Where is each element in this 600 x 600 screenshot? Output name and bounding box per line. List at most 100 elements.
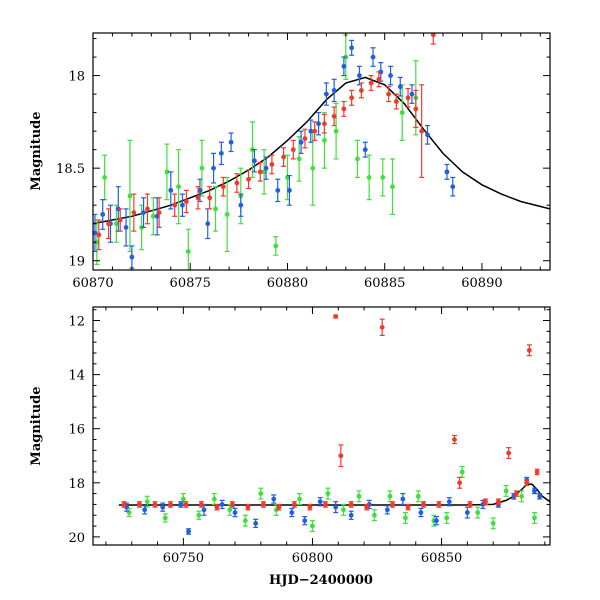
top-series-1-point-27 <box>393 93 399 110</box>
bottom-series-2-point-0 <box>126 507 132 518</box>
top-series-0-point-9 <box>179 193 185 217</box>
bottom-series-1-point-20 <box>405 503 411 511</box>
bottom-panel: 60750 60800 60850 12 14 16 18 20 Magnitude HJD−… <box>29 306 551 588</box>
bottom-series-0-point-10 <box>289 507 295 518</box>
top-panel-tick-labels: 60870 60875 60880 60885 60890 18 18.5 19 <box>56 70 503 291</box>
bottom-series-1-point-26 <box>482 498 488 506</box>
bottom-x-tick-label: 60800 <box>292 551 333 566</box>
bottom-series-2-point-4 <box>196 510 202 520</box>
bottom-panel-frame <box>92 306 551 546</box>
top-series-0-point-19 <box>286 174 292 206</box>
bottom-series-2-point-25 <box>519 490 525 503</box>
bottom-series-1-point-24 <box>457 476 463 489</box>
top-y-tick-label: 18.5 <box>56 162 85 177</box>
bottom-series-1-point-16 <box>348 501 354 508</box>
top-series-2-point-7 <box>176 149 182 225</box>
bottom-series-1-point-2 <box>152 501 158 508</box>
top-series-0-point-23 <box>323 82 329 106</box>
top-y-tick-label: 18 <box>68 70 85 85</box>
top-series-0-point-35 <box>444 163 450 180</box>
bottom-series-2-point-11 <box>309 520 315 533</box>
bottom-series-2-point-22 <box>475 506 481 519</box>
bottom-series-0-point-7 <box>232 507 238 518</box>
top-series-2-point-18 <box>310 130 316 206</box>
top-x-tick-label: 60885 <box>364 276 405 291</box>
bottom-series-1-point-31 <box>526 344 532 357</box>
top-series-0-point-8 <box>168 171 174 210</box>
top-series-0-point-22 <box>316 112 322 136</box>
top-series-0-point-1 <box>100 199 106 230</box>
bottom-series-0-point-6 <box>219 499 225 510</box>
top-series-2-point-22 <box>354 139 360 179</box>
bottom-series-1-point-11 <box>291 501 297 508</box>
top-series-1-point-14 <box>269 154 275 175</box>
top-panel-data-marks <box>93 33 550 270</box>
top-series-2-point-9 <box>199 139 205 197</box>
top-series-0-point-34 <box>424 124 430 145</box>
bottom-y-tick-label: 16 <box>68 423 85 438</box>
bottom-series-2-point-2 <box>162 513 168 523</box>
top-x-tick-label: 60870 <box>72 276 113 291</box>
bottom-series-1-point-4 <box>183 501 189 508</box>
top-series-1-point-26 <box>386 86 392 103</box>
top-series-2-point-15 <box>273 236 279 256</box>
bottom-series-1-point-5 <box>198 501 204 508</box>
top-series-1-point-24 <box>368 74 374 91</box>
top-series-0-point-14 <box>228 132 234 153</box>
top-series-0-point-6 <box>141 197 147 229</box>
top-series-0-point-16 <box>251 149 257 173</box>
top-series-2-point-17 <box>296 136 302 182</box>
bottom-x-tick-label: 60750 <box>163 551 204 566</box>
bottom-series-0-point-3 <box>178 501 184 508</box>
top-series-2-point-1 <box>102 154 108 201</box>
bottom-series-0-point-9 <box>271 494 277 504</box>
top-model-curve <box>93 76 550 225</box>
top-series-0-point-31 <box>388 65 394 86</box>
top-series-0-point-13 <box>218 141 224 166</box>
top-series-0-point-26 <box>349 39 355 56</box>
top-series-0-point-27 <box>356 65 362 86</box>
bottom-panel-ylabel: Magnitude <box>29 386 44 465</box>
top-series-0-point-33 <box>409 84 415 104</box>
bottom-series-2-point-15 <box>371 509 377 522</box>
bottom-series-0-point-14 <box>348 510 354 520</box>
top-series-0-point-20 <box>298 130 304 154</box>
top-series-1-point-29 <box>413 89 419 129</box>
top-series-2-point-24 <box>380 158 386 197</box>
bottom-series-1-point-15 <box>338 444 344 468</box>
top-series-2-point-11 <box>224 176 230 253</box>
top-series-1-point-22 <box>349 89 355 106</box>
bottom-series-0-point-11 <box>302 516 308 526</box>
bottom-series-1-point-6 <box>214 503 220 511</box>
bottom-series-1-point-12 <box>307 503 313 511</box>
bottom-series-0-point-8 <box>253 518 259 529</box>
top-series-0-point-24 <box>331 78 337 103</box>
bottom-series-0-point-26 <box>532 487 538 495</box>
top-series-1-point-28 <box>405 87 411 108</box>
top-series-2-point-2 <box>113 204 119 243</box>
bottom-series-2-point-23 <box>490 517 496 530</box>
top-series-1-point-11 <box>234 173 240 193</box>
bottom-series-0-point-17 <box>400 493 406 506</box>
bottom-series-2-point-7 <box>242 514 248 527</box>
top-series-1-point-4 <box>144 193 150 225</box>
bottom-series-2-point-18 <box>415 490 421 503</box>
bottom-series-1-point-21 <box>420 501 426 508</box>
top-series-1-point-7 <box>183 189 189 214</box>
top-series-0-point-4 <box>123 208 129 247</box>
bottom-series-1-point-3 <box>167 501 173 508</box>
top-series-1-point-0 <box>96 219 102 251</box>
top-series-0-point-15 <box>238 193 244 217</box>
bottom-y-tick-label: 14 <box>68 369 85 384</box>
top-series-1-point-20 <box>331 106 337 127</box>
bottom-series-0-point-5 <box>201 503 207 516</box>
bottom-x-tick-label: 60850 <box>421 551 462 566</box>
bottom-series-2-point-13 <box>340 503 346 516</box>
top-series-1-point-30 <box>419 84 425 179</box>
top-x-tick-label: 60875 <box>170 276 211 291</box>
top-series-0-point-21 <box>308 119 314 143</box>
bottom-series-2-point-16 <box>387 490 393 503</box>
top-y-tick-label: 19 <box>68 255 85 270</box>
bottom-series-2-point-1 <box>144 495 150 508</box>
bottom-series-1-point-28 <box>506 447 512 460</box>
